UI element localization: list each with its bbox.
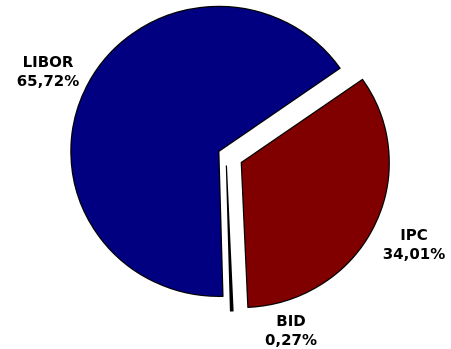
pie-slice-ipc — [240, 78, 390, 308]
slice-label-ipc-value: 34,01% — [383, 245, 445, 263]
pie-slices — [70, 5, 390, 312]
pie-slice-bid — [225, 165, 234, 312]
pie-slice-libor — [70, 5, 341, 297]
pie-labels: LIBOR 65,72% IPC 34,01% BID 0,27% — [17, 53, 445, 349]
slice-label-libor-name: LIBOR — [23, 53, 74, 71]
slice-label-libor-value: 65,72% — [17, 72, 79, 90]
slice-label-ipc-name: IPC — [400, 226, 428, 244]
slice-label-bid-value: 0,27% — [265, 331, 317, 349]
slice-label-bid-name: BID — [276, 312, 305, 330]
